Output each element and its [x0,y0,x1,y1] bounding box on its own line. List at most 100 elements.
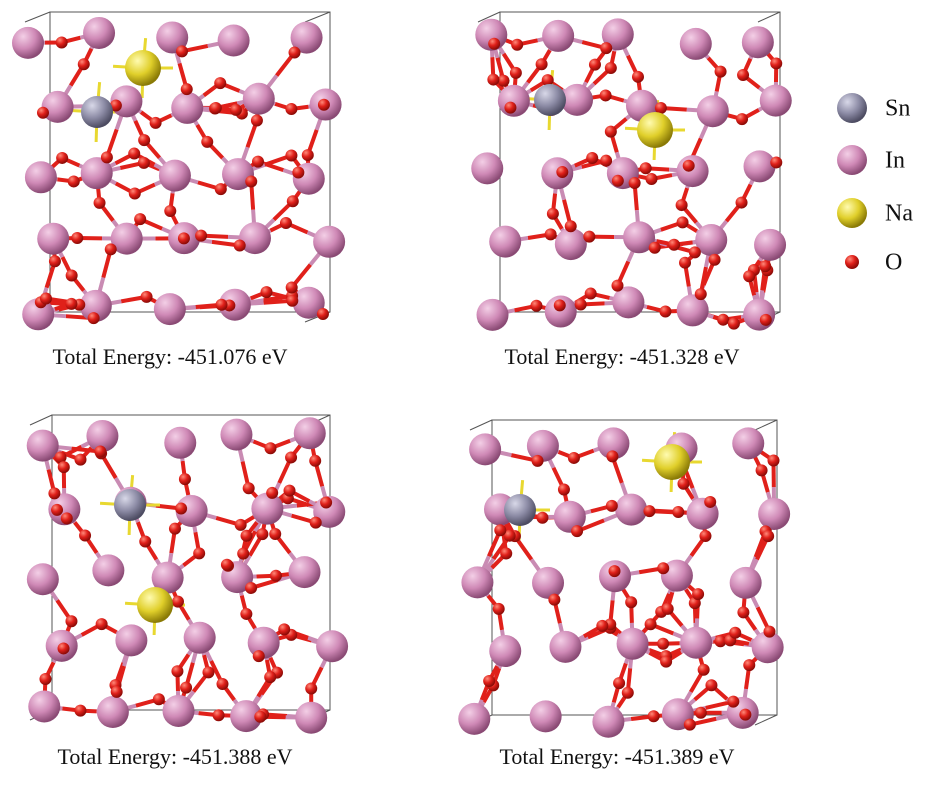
o-atom [260,286,272,298]
o-atom [175,502,187,514]
o-atom [585,288,597,300]
in-atom [743,299,775,331]
o-atom [600,155,612,167]
o-atom [66,269,78,281]
o-atom [74,454,86,466]
in-atom [680,28,712,60]
o-atom [739,709,751,721]
cell-edge [30,415,52,425]
in-atom [549,631,581,663]
o-atom [240,608,252,620]
o-atom [736,197,748,209]
o-atom [37,107,49,119]
in-atom [615,494,647,526]
o-atom [176,45,188,57]
in-atom [697,95,729,127]
cell-edge [305,12,330,22]
o-atom [660,656,672,668]
legend: Sn In Na O [837,93,913,276]
o-atom [241,530,253,542]
o-atom [138,134,150,146]
o-atom [589,59,601,71]
o-atom [270,570,282,582]
o-atom [141,291,153,303]
o-atom [253,650,265,662]
o-atom [532,455,544,467]
o-atom [40,293,52,305]
o-atom [488,38,500,50]
in-atom [730,567,762,599]
in-atom [289,556,321,588]
o-atom [68,175,80,187]
figure: Total Energy: -451.076 eV Total Energy: … [0,0,930,780]
o-atom [178,232,190,244]
o-atom [251,114,263,126]
o-atom [284,485,296,497]
o-atom [504,102,516,114]
in-atom [294,417,326,449]
in-atom [97,696,129,728]
o-atom [235,519,247,531]
o-atom [309,455,321,467]
in-atom [92,554,124,586]
o-atom [612,175,624,187]
o-atom [150,117,162,129]
caption: Total Energy: -451.389 eV [499,744,734,769]
o-atom [310,517,322,529]
o-atom [153,693,165,705]
o-atom [689,246,701,258]
o-atom [193,547,205,559]
o-atom [695,288,707,300]
o-atom [500,547,512,559]
na-atom [637,112,673,148]
o-atom [605,62,617,74]
in-atom [458,703,490,735]
o-atom [237,548,249,560]
o-atom [245,582,257,594]
o-atom [737,606,749,618]
in-atom [677,155,709,187]
in-atom [489,635,521,667]
o-atom [483,675,495,687]
o-atom [56,152,68,164]
o-atom [632,71,644,83]
o-atom [676,199,688,211]
o-atom [305,683,317,695]
o-atom [302,149,314,161]
o-atom [286,295,298,307]
na-atom [125,50,161,86]
o-atom [717,314,729,326]
o-atom [762,530,774,542]
sn-atom [504,494,536,526]
o-atom [285,451,297,463]
o-atom [679,257,691,269]
o-atom [180,682,192,694]
o-atom [709,254,721,266]
o-atom [684,719,696,731]
o-atom [511,39,523,51]
o-atom [320,497,332,509]
o-atom [245,175,257,187]
o-atom [609,565,621,577]
o-atom [743,270,755,282]
o-atom [600,89,612,101]
o-atom [280,217,292,229]
in-atom [758,498,790,530]
o-atom [289,47,301,59]
in-atom [220,419,252,451]
o-atom [88,312,100,324]
o-atom [56,36,68,48]
o-atom [49,255,61,267]
in-atom [316,630,348,662]
o-atom [65,298,77,310]
o-atom [195,230,207,242]
o-atom [704,496,716,508]
o-atom [172,596,184,608]
o-atom [487,74,499,86]
o-atom [613,677,625,689]
o-atom [510,67,522,79]
caption: Total Energy: -451.328 eV [504,344,739,369]
o-atom [645,173,657,185]
o-atom [695,707,707,719]
cell-edge [470,420,492,430]
